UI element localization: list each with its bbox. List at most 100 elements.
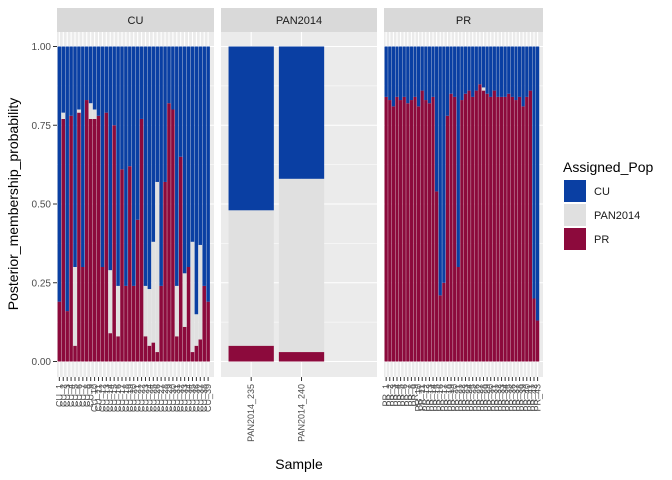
sample-bar — [120, 46, 124, 362]
y-tick-label: 0.75 — [32, 121, 52, 132]
bar-segment-pr — [445, 115, 450, 362]
bar-segment-pr — [143, 336, 148, 362]
bar-segment-cu — [163, 46, 167, 182]
bar-segment-cu — [131, 46, 136, 286]
x-tick-label: CU_7 — [78, 384, 88, 407]
x-tick-label: CU_27 — [156, 384, 166, 412]
sample-bar — [409, 46, 414, 362]
x-tick-label: PR_33 — [497, 384, 507, 412]
sample-bar — [92, 46, 97, 362]
sample-bar — [108, 46, 113, 362]
sample-bar — [151, 46, 156, 362]
x-tick-label: PR_6 — [399, 384, 409, 407]
bar-segment-cu — [521, 46, 525, 107]
bar-segment-pan2014 — [278, 178, 325, 353]
sample-bar — [395, 46, 399, 362]
bar-segment-pr — [384, 96, 388, 362]
bar-segment-cu — [81, 46, 85, 267]
bar-segment-cu — [442, 46, 446, 283]
x-tick-label: PR_22 — [457, 384, 467, 412]
bar-segment-cu — [128, 46, 132, 167]
sample-bar — [406, 46, 410, 362]
x-tick-label: CU_10 — [90, 384, 100, 412]
sample-bar — [402, 46, 406, 362]
bar-segment-cu — [510, 46, 514, 97]
bar-segment-pr — [190, 352, 195, 362]
bar-segment-pan2014 — [194, 314, 199, 346]
bar-segment-pan2014 — [190, 241, 195, 353]
bar-segment-pr — [155, 352, 159, 362]
bar-segment-pr — [503, 96, 507, 362]
bar-segment-pr — [496, 96, 500, 362]
x-tick-label: PR_1 — [381, 384, 391, 407]
x-tick-label: CU_18 — [121, 384, 131, 412]
bar-segment-cu — [116, 46, 120, 286]
y-axis: 0.00 0.25 0.50 0.75 1.00 — [32, 42, 57, 368]
x-tick-label: PR_4 — [392, 384, 402, 407]
x-axis-title: Sample — [275, 456, 323, 472]
sample-bar — [485, 46, 489, 362]
bar-segment-cu — [535, 46, 540, 321]
y-tick-label: 1.00 — [32, 42, 52, 53]
sample-bar — [398, 46, 403, 362]
bar-segment-pan2014 — [116, 285, 120, 337]
bar-segment-pr — [69, 115, 73, 362]
bar-segment-pr — [77, 112, 81, 362]
x-tick-label: PR_26 — [471, 384, 481, 412]
bar-segment-pr — [139, 118, 144, 362]
x-tick-label: CU_20 — [129, 384, 139, 412]
bar-segment-cu — [104, 46, 109, 113]
sample-bar — [449, 46, 453, 362]
sample-bar — [453, 46, 457, 362]
x-tick-label: CU_17 — [117, 384, 127, 412]
sample-bar — [489, 46, 493, 362]
x-tick-label: PR_20 — [450, 384, 460, 412]
bar-segment-cu — [481, 46, 486, 88]
bar-segment-pr — [456, 267, 460, 362]
sample-bar — [499, 46, 504, 362]
bar-segment-pr — [182, 326, 187, 362]
bar-segment-cu — [278, 46, 325, 179]
x-tick-label: CU_14 — [105, 384, 115, 412]
x-tick-label: PR_14 — [428, 384, 438, 412]
bar-segment-cu — [463, 46, 468, 94]
sample-bar — [427, 46, 432, 362]
sample-bar — [124, 46, 128, 362]
x-tick-label: CU_28 — [160, 384, 170, 412]
sample-bar — [424, 46, 428, 362]
bar-segment-cu — [88, 46, 93, 104]
x-tick-label: PR_21 — [453, 384, 463, 412]
sample-bar — [171, 46, 175, 362]
x-tick-label: CU_30 — [168, 384, 178, 412]
bar-segment-cu — [456, 46, 460, 267]
bar-segment-pr — [108, 333, 113, 362]
sample-bar — [96, 46, 101, 362]
sample-bar — [507, 46, 511, 362]
bar-segment-cu — [175, 46, 179, 286]
bar-segment-cu — [100, 46, 105, 267]
bar-segment-cu — [507, 46, 511, 94]
x-tick-label: PR_35 — [504, 384, 514, 412]
sample-bar — [163, 46, 167, 362]
bar-segment-pan2014 — [155, 181, 159, 353]
bar-segment-pr — [198, 339, 203, 362]
x-tick-label: CU_16 — [113, 384, 123, 412]
legend-label: PAN2014 — [594, 210, 640, 222]
sample-bar — [61, 46, 66, 362]
bar-segment-pr — [467, 90, 471, 362]
sample-bar — [116, 46, 120, 362]
facet-strip — [57, 8, 214, 32]
bar-segment-pr — [517, 96, 522, 362]
x-tick-label: CU_37 — [195, 384, 205, 412]
legend: Assigned_Pop CU PAN2014 PR — [563, 159, 654, 250]
bar-segment-pr — [61, 118, 66, 362]
bar-segment-cu — [409, 46, 414, 101]
bar-segment-cu — [517, 46, 522, 97]
x-tick-label: PR_38 — [515, 384, 525, 412]
x-tick-label: CU_24 — [144, 384, 154, 412]
bar-segment-cu — [413, 46, 417, 97]
bar-segment-pan2014 — [143, 285, 148, 337]
bar-segment-pr — [460, 100, 464, 362]
sample-bar — [202, 46, 206, 362]
bar-segment-pr — [499, 96, 504, 362]
